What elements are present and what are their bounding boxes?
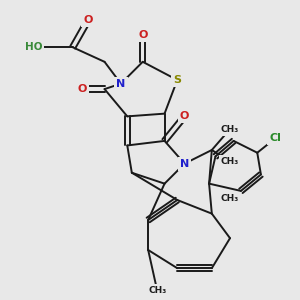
Text: CH₃: CH₃	[221, 157, 239, 166]
Text: O: O	[77, 84, 86, 94]
Text: N: N	[116, 79, 125, 88]
Text: CH₃: CH₃	[148, 286, 166, 296]
Text: S: S	[173, 75, 181, 85]
Text: N: N	[180, 159, 189, 169]
Text: CH₃: CH₃	[221, 194, 239, 203]
Text: O: O	[83, 15, 93, 25]
Text: CH₃: CH₃	[221, 124, 239, 134]
Text: HO: HO	[25, 42, 42, 52]
Text: Cl: Cl	[269, 133, 281, 143]
Text: O: O	[138, 29, 147, 40]
Text: O: O	[180, 111, 189, 122]
